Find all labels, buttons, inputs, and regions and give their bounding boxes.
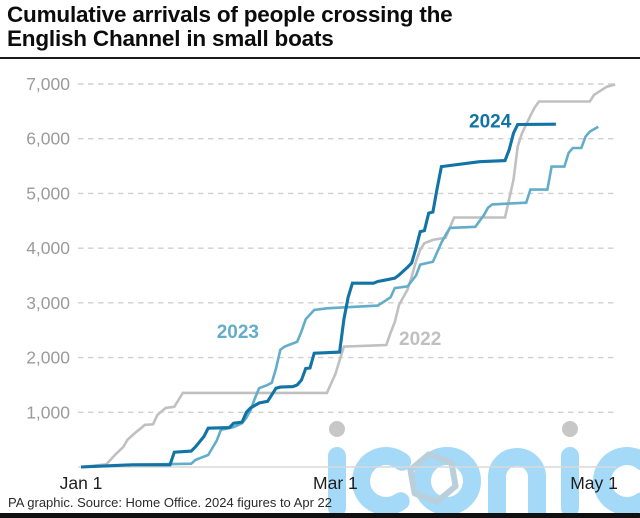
chart-title: Cumulative arrivals of people crossing t…: [7, 3, 633, 51]
watermark-hexagon-icon: [407, 451, 459, 505]
y-axis-tick-label: 7,000: [26, 74, 70, 94]
watermark-i-dot: [329, 421, 345, 437]
series-label-2024: 2024: [469, 112, 512, 133]
watermark-letter-n: [488, 448, 546, 513]
y-axis-tick-label: 4,000: [26, 238, 70, 258]
watermark-letter-o: [413, 447, 481, 515]
x-axis-tick-label: Jan 1: [60, 473, 103, 493]
watermark-letter-c: [352, 447, 412, 515]
source-note: PA graphic. Source: Home Office. 2024 fi…: [8, 495, 332, 510]
series-label-2023: 2023: [217, 322, 259, 343]
y-axis-tick-label: 1,000: [26, 402, 70, 422]
title-divider: [0, 57, 640, 59]
watermark-letter-c: [593, 447, 640, 515]
series-line-2022: [80, 83, 616, 469]
y-axis-tick-label: 5,000: [26, 183, 70, 203]
y-axis-tick-label: 2,000: [26, 348, 70, 368]
watermark-i-dot: [562, 421, 578, 437]
series-line-2023: [80, 125, 599, 469]
y-axis-tick-label: 6,000: [26, 129, 70, 149]
y-axis-tick-label: 3,000: [26, 293, 70, 313]
bottom-bar: [0, 513, 640, 518]
series-label-2022: 2022: [399, 329, 441, 350]
x-axis-tick-label: Mar 1: [313, 473, 358, 493]
x-axis-tick-label: May 1: [570, 473, 618, 493]
chart-title-line1: Cumulative arrivals of people crossing t…: [7, 2, 453, 27]
chart-title-line2: English Channel in small boats: [7, 26, 334, 51]
watermark-iconic: [328, 421, 640, 517]
series-line-2024: [80, 122, 556, 469]
